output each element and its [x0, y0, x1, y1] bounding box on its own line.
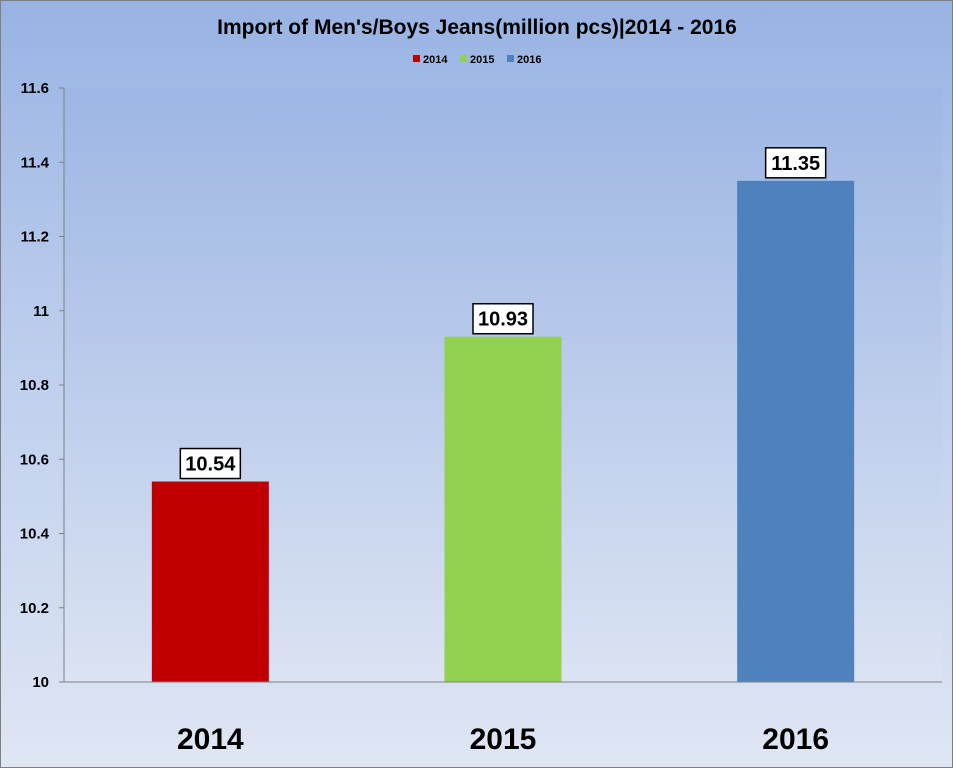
data-label-box — [179, 447, 242, 480]
y-tick-label: 10.6 — [20, 451, 49, 468]
x-tick-label: 2015 — [470, 723, 537, 756]
data-labels: 10.54 10.93 11.35 — [179, 147, 827, 480]
y-tick-label: 11.4 — [21, 154, 50, 171]
data-label-box — [472, 302, 534, 335]
data-label: 10.93 — [478, 309, 528, 331]
y-tick-label: 11 — [33, 303, 49, 320]
data-label: 10.54 — [185, 454, 236, 476]
bars — [151, 180, 855, 682]
y-tick-label: 10.4 — [20, 526, 50, 543]
y-axis: 10 10.2 10.4 10.6 10.8 11 11.2 11.4 11.6 — [20, 80, 65, 691]
data-label: 11.35 — [771, 153, 820, 175]
y-tick-label: 10.2 — [20, 600, 49, 617]
legend-label-2015: 2015 — [470, 54, 494, 66]
x-tick-label: 2014 — [177, 723, 244, 756]
bar-2016 — [737, 180, 855, 682]
legend: 2014 2015 2016 — [413, 54, 541, 66]
y-tick-label: 10 — [32, 674, 49, 691]
chart-title: Import of Men's/Boys Jeans(million pcs)|… — [217, 16, 737, 39]
bar-2014 — [151, 481, 269, 682]
x-tick-label: 2016 — [762, 723, 829, 756]
bar-2015 — [444, 336, 562, 682]
legend-label-2016: 2016 — [517, 54, 541, 66]
y-tick-label: 11.2 — [21, 229, 49, 246]
legend-swatch-2016 — [507, 55, 514, 62]
data-label-box — [764, 147, 827, 179]
y-tick-label: 11.6 — [21, 80, 49, 97]
x-axis: 2014 2015 2016 — [64, 681, 942, 756]
legend-swatch-2014 — [413, 55, 420, 62]
y-tick-label: 10.8 — [20, 377, 49, 394]
legend-label-2014: 2014 — [423, 54, 448, 66]
legend-swatch-2015 — [460, 55, 467, 62]
